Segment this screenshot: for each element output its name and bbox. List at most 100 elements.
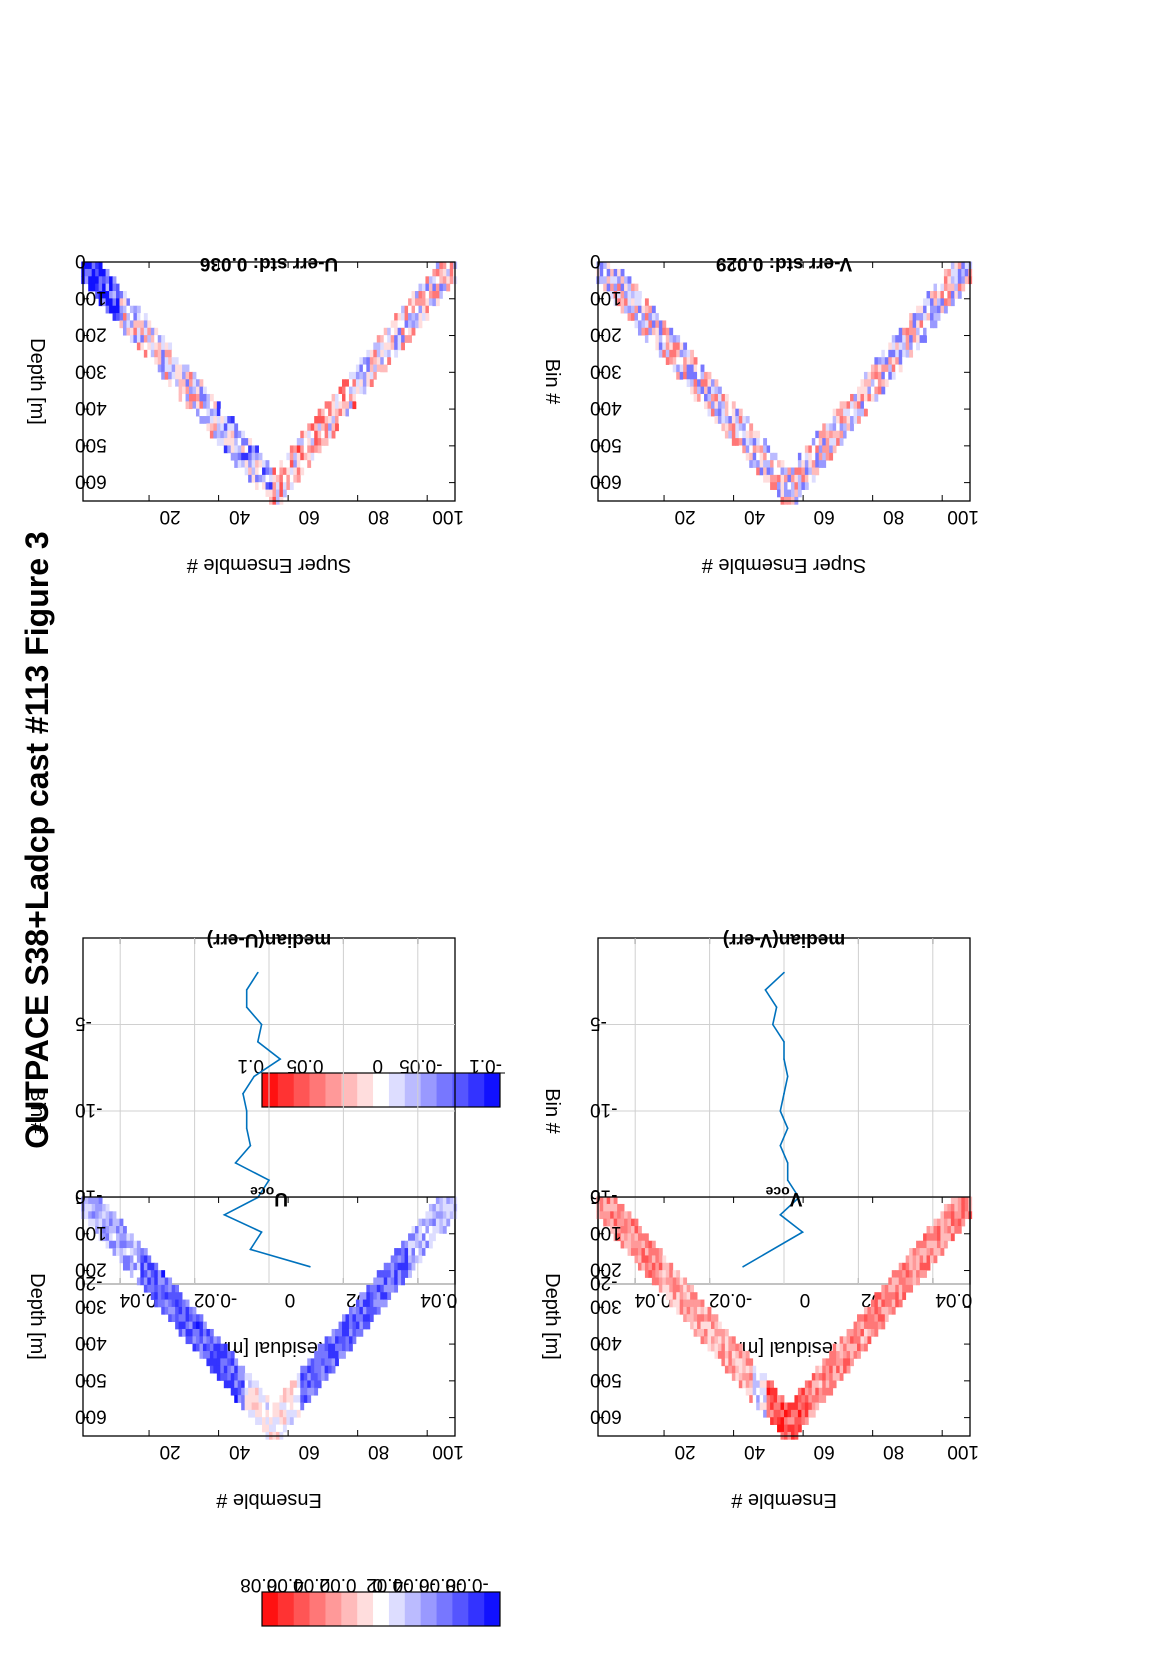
heatmap-cell [248, 445, 253, 454]
heatmap-cell [599, 1196, 604, 1205]
heatmap-cell [724, 1351, 729, 1359]
y-tick-label: 400 [590, 397, 622, 418]
heatmap-cell [310, 1358, 315, 1367]
heatmap-cell [383, 335, 388, 343]
heatmap-cell [933, 1255, 938, 1264]
heatmap-cell [136, 320, 141, 329]
heatmap-cell [178, 364, 183, 373]
x-tick-label: 100 [947, 1441, 979, 1462]
heatmap-cell [348, 393, 353, 402]
heatmap-cell [950, 1226, 955, 1234]
heatmap-cell [707, 1306, 712, 1315]
heatmap-cell [686, 371, 691, 380]
colorbar-segment [420, 1591, 437, 1626]
heatmap-cell [300, 1402, 305, 1411]
heatmap-cell [731, 1343, 736, 1352]
heatmap-cell [905, 320, 910, 329]
heatmap-cell [693, 393, 698, 402]
heatmap-cell [644, 298, 649, 307]
heatmap-cell [710, 386, 715, 395]
y-tick-label: 300 [590, 1295, 622, 1316]
heatmap-cell [241, 467, 246, 476]
heatmap-cell [891, 364, 896, 373]
heatmap-cell [116, 1248, 120, 1256]
heatmap-cell [731, 423, 736, 432]
heatmap-cell [756, 445, 761, 454]
heatmap-cell [693, 386, 698, 395]
axes-frame [82, 1196, 456, 1437]
heatmap-cell [735, 1358, 740, 1367]
heatmap-cell [943, 1226, 948, 1234]
heatmap-cell [731, 408, 736, 417]
heatmap-cell [655, 320, 660, 329]
heatmap-cell [916, 1248, 920, 1256]
heatmap-cell [102, 268, 106, 277]
heatmap-cell [227, 1380, 232, 1389]
heatmap-cell [749, 438, 754, 446]
heatmap-cell [829, 1358, 834, 1367]
heatmap-cell [850, 1358, 854, 1367]
heatmap-cell [171, 1314, 176, 1323]
heatmap-cell [867, 393, 872, 402]
heatmap-cell [870, 1314, 875, 1323]
heatmap-cell [122, 1240, 127, 1249]
heatmap-cell [919, 313, 924, 321]
heatmap-cell [150, 1270, 155, 1278]
heatmap-cell [303, 1387, 308, 1396]
colorbar-segment [452, 1591, 469, 1626]
heatmap-cell [449, 268, 454, 277]
heatmap-cell [317, 1365, 322, 1374]
panel-title: median(U-err) [207, 929, 332, 950]
heatmap-cell [404, 1248, 409, 1256]
heatmap-cell [617, 283, 621, 292]
y-tick-label: 200 [590, 1259, 622, 1280]
heatmap-cell [122, 320, 127, 329]
heatmap-cell [690, 379, 695, 388]
heatmap-cell [331, 393, 336, 402]
heatmap-cell [435, 1203, 440, 1212]
heatmap-cell [161, 349, 166, 358]
heatmap-cell [411, 1226, 416, 1234]
heatmap-cell [418, 291, 423, 299]
heatmap-cell [874, 1306, 879, 1315]
heatmap-cell [627, 283, 632, 292]
colorbar: 0.1 0.05 0 -0.05 -0.1 [238, 1055, 505, 1108]
heatmap-cell [241, 430, 246, 439]
heatmap-cell [620, 283, 625, 292]
heatmap-cell [617, 1226, 621, 1234]
heatmap-cell [610, 291, 615, 299]
heatmap-cell [244, 1395, 249, 1403]
heatmap-cell [293, 452, 298, 461]
heatmap-cell [749, 460, 754, 468]
heatmap-cell [815, 452, 820, 461]
heatmap-cell [105, 305, 110, 314]
heatmap-cell [770, 1409, 774, 1418]
heatmap-cell [150, 335, 155, 343]
heatmap-cell [686, 1299, 691, 1308]
heatmap-cell [839, 1336, 844, 1345]
heatmap-cell [846, 416, 851, 424]
y-tick-label: 200 [75, 1259, 107, 1280]
heatmap-cell [119, 1233, 124, 1242]
heatmap-cell [439, 1226, 444, 1234]
heatmap-cell [930, 1226, 934, 1234]
heatmap-cell [881, 1314, 886, 1323]
heatmap-cell [352, 401, 357, 410]
heatmap-cell [345, 1336, 350, 1345]
heatmap-cell [321, 1373, 326, 1381]
heatmap-cell [735, 1343, 740, 1352]
heatmap-cell [189, 1306, 193, 1315]
heatmap-cell [731, 438, 736, 446]
heatmap-cell [763, 474, 768, 483]
heatmap-cell [850, 423, 854, 432]
colorbar-tick-label: 0 [372, 1055, 383, 1076]
heatmap-cell [314, 445, 319, 454]
heatmap-cell [178, 1306, 183, 1315]
heatmap-cell [296, 1373, 301, 1381]
heatmap-cell [735, 1373, 740, 1381]
heatmap-cell [244, 467, 249, 476]
heatmap-cell [248, 460, 253, 468]
heatmap-cell [790, 467, 795, 476]
heatmap-cell [102, 298, 106, 307]
heatmap-cell [84, 1196, 89, 1205]
